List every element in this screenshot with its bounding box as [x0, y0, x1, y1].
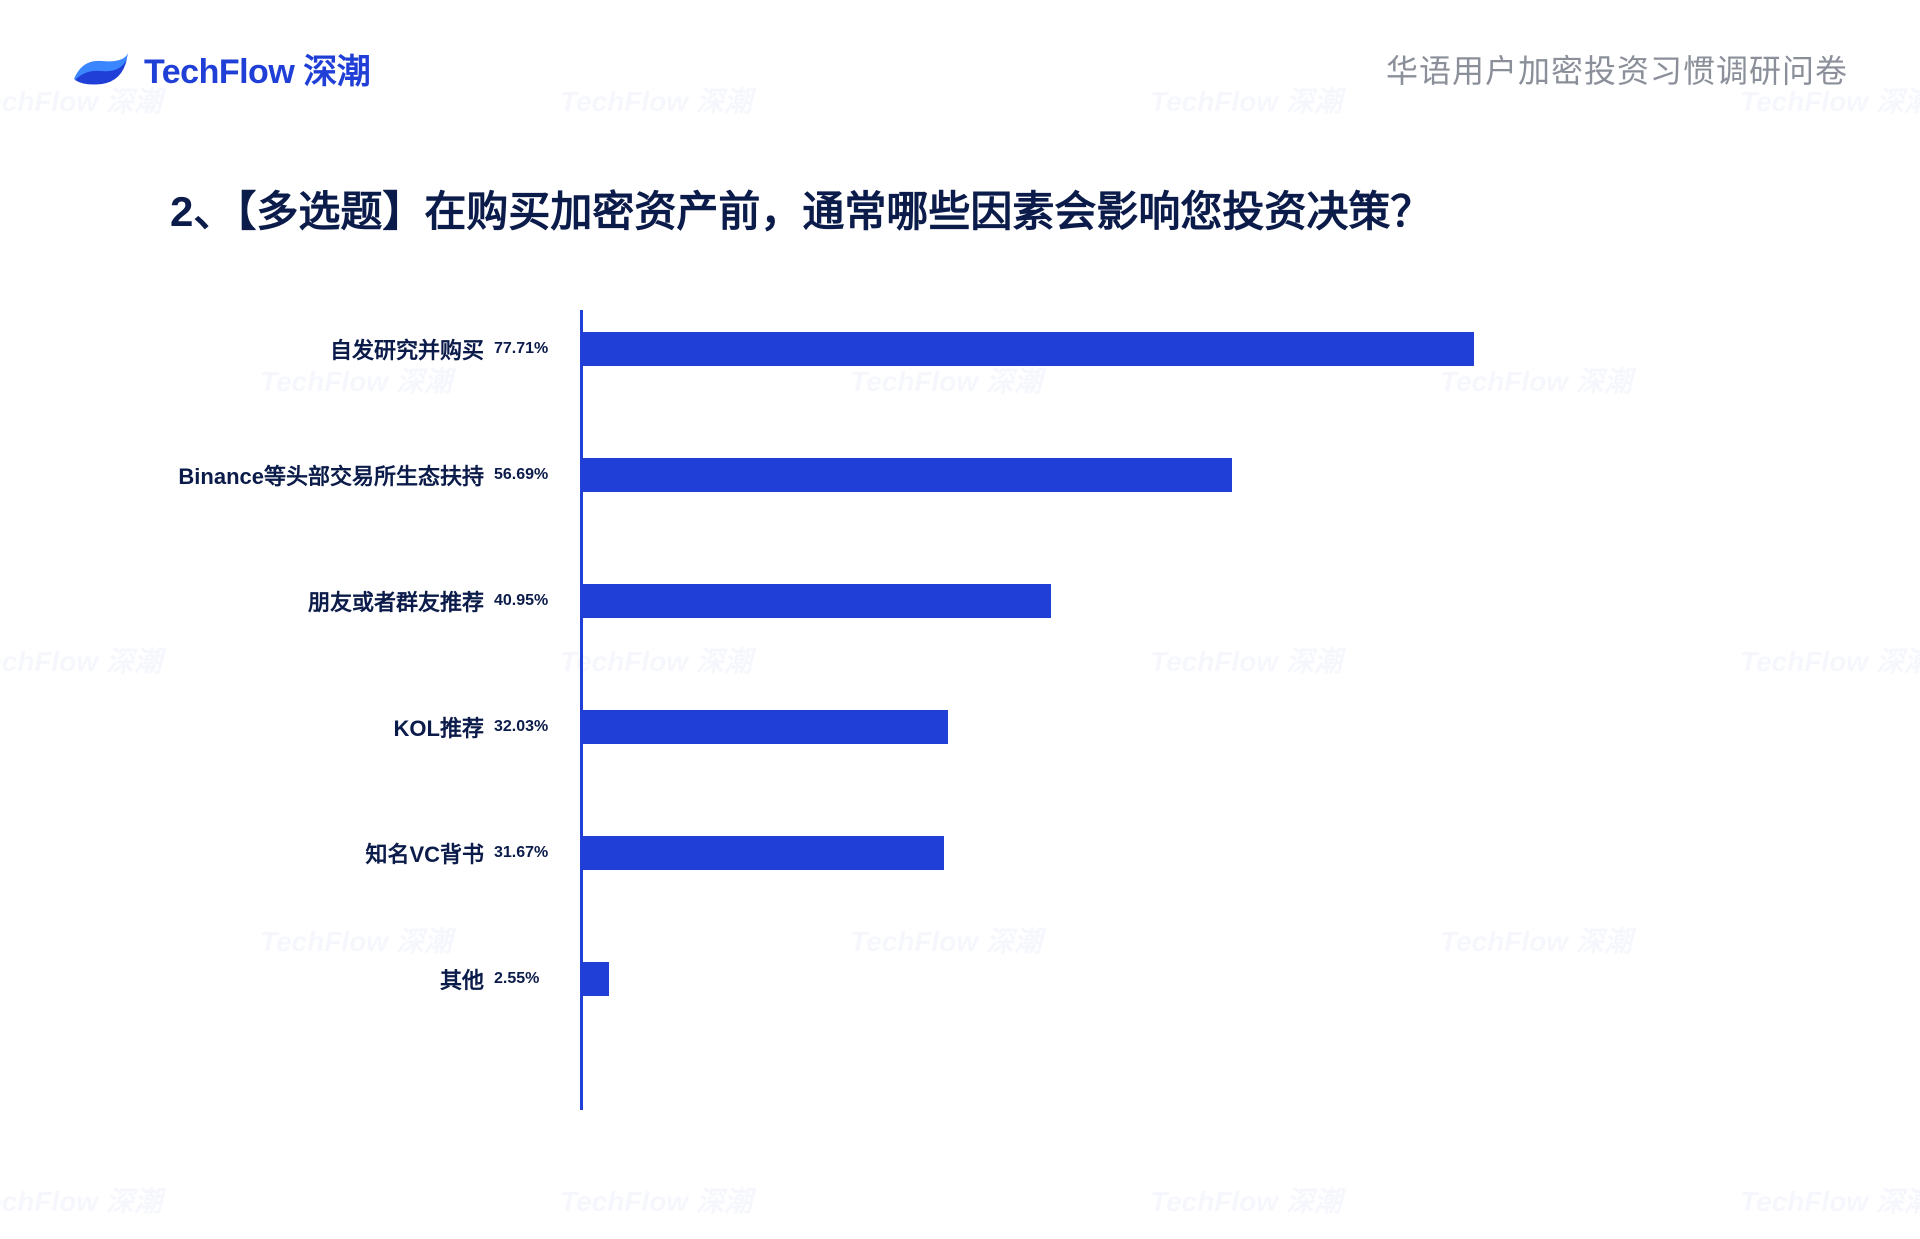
chart-row: 朋友或者群友推荐 40.95%: [170, 582, 1730, 620]
chart-row: 知名VC背书 31.67%: [170, 834, 1730, 872]
watermark: TechFlow 深潮: [0, 1180, 162, 1220]
brand-logo: TechFlow 深潮: [72, 44, 370, 93]
chart-row-label: 自发研究并购买: [170, 333, 490, 365]
chart-bar-track: [580, 458, 1730, 492]
chart-plot-area: 自发研究并购买 77.71% Binance等头部交易所生态扶持 56.69% …: [580, 320, 1730, 1080]
brand-name: TechFlow 深潮: [144, 44, 370, 93]
chart-row-value: 32.03%: [490, 718, 574, 736]
chart-row: 自发研究并购买 77.71%: [170, 330, 1730, 368]
brand-logo-icon: [72, 49, 130, 89]
chart-row-value: 77.71%: [490, 340, 574, 358]
chart-bar-track: [580, 584, 1730, 618]
watermark: TechFlow 深潮: [1740, 1180, 1920, 1220]
chart-bar-track: [580, 836, 1730, 870]
header-subtitle: 华语用户加密投资习惯调研问卷: [1386, 46, 1848, 92]
chart-bar-track: [580, 710, 1730, 744]
chart-row-value: 40.95%: [490, 592, 574, 610]
chart-bar: [580, 836, 944, 870]
chart-row: Binance等头部交易所生态扶持 56.69%: [170, 456, 1730, 494]
survey-chart: 自发研究并购买 77.71% Binance等头部交易所生态扶持 56.69% …: [170, 320, 1770, 1140]
chart-row: 其他 2.55%: [170, 960, 1730, 998]
chart-row-value: 2.55%: [490, 970, 574, 988]
chart-row-value: 31.67%: [490, 844, 574, 862]
watermark: TechFlow 深潮: [0, 640, 162, 680]
chart-row-label: 其他: [170, 963, 490, 995]
chart-bar-track: [580, 962, 1730, 996]
chart-bar: [580, 458, 1232, 492]
chart-row: KOL推荐 32.03%: [170, 708, 1730, 746]
chart-row-value: 56.69%: [490, 466, 574, 484]
watermark: TechFlow 深潮: [1150, 1180, 1342, 1220]
chart-bar: [580, 962, 609, 996]
chart-bar: [580, 584, 1051, 618]
watermark: TechFlow 深潮: [560, 1180, 752, 1220]
chart-row-label: KOL推荐: [170, 711, 490, 743]
header: TechFlow 深潮 华语用户加密投资习惯调研问卷: [72, 44, 1848, 93]
chart-bar: [580, 332, 1474, 366]
chart-row-label: Binance等头部交易所生态扶持: [170, 459, 490, 491]
chart-row-label: 朋友或者群友推荐: [170, 585, 490, 617]
question-title: 2、【多选题】在购买加密资产前，通常哪些因素会影响您投资决策？: [170, 178, 1800, 239]
chart-bar: [580, 710, 948, 744]
chart-row-label: 知名VC背书: [170, 837, 490, 869]
chart-bar-track: [580, 332, 1730, 366]
